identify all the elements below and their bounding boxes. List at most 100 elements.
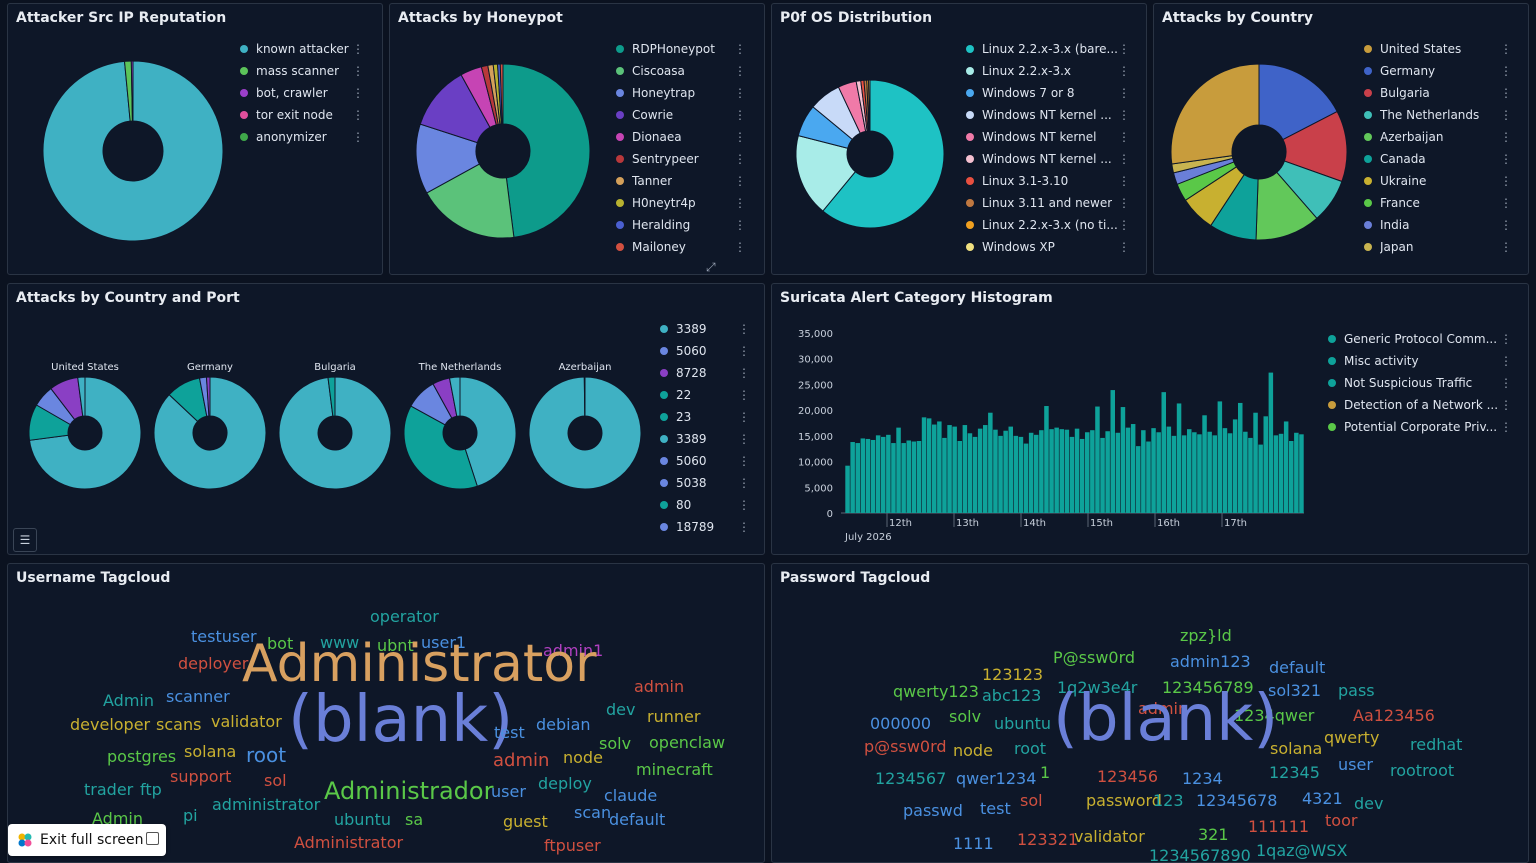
tag-administrador[interactable]: Administrador (324, 776, 494, 805)
tag-test[interactable]: test (494, 723, 525, 743)
pie-slice-the-netherlands-1[interactable] (403, 405, 478, 490)
tag-testuser[interactable]: testuser (191, 627, 257, 647)
legend-menu-icon[interactable]: ⋮ (734, 64, 746, 78)
tag-ubuntu[interactable]: ubuntu (994, 714, 1051, 734)
pie-slice-bulgaria-1[interactable] (327, 376, 336, 417)
histogram-bar[interactable] (1013, 435, 1019, 513)
legend-item-ukraine[interactable]: Ukraine ⋮ (1364, 170, 1512, 192)
histogram-bar[interactable] (1054, 427, 1059, 513)
histogram-bar[interactable] (860, 438, 866, 513)
tag-scan[interactable]: scan (574, 803, 612, 823)
tag-claude[interactable]: claude (604, 786, 658, 806)
tag-root[interactable]: root (246, 743, 287, 767)
legend-item-80[interactable]: 80 ⋮ (660, 494, 750, 516)
legend-menu-icon[interactable]: ⋮ (1118, 152, 1130, 166)
tag-rootroot[interactable]: rootroot (1390, 761, 1455, 781)
tag-qwerty123[interactable]: qwerty123 (893, 682, 979, 702)
legend-menu-icon[interactable]: ⋮ (1500, 376, 1512, 390)
histogram-bar[interactable] (896, 427, 901, 513)
histogram-bar[interactable] (1136, 446, 1141, 513)
tag-321[interactable]: 321 (1198, 825, 1229, 845)
legend-menu-icon[interactable]: ⋮ (1500, 86, 1512, 100)
histogram-bar[interactable] (1263, 416, 1269, 513)
legend-item-dionaea[interactable]: Dionaea ⋮ (616, 126, 746, 148)
tag-1q2w3e4r[interactable]: 1q2w3e4r (1057, 678, 1138, 698)
histogram-bar[interactable] (1294, 432, 1299, 513)
histogram-bar[interactable] (891, 443, 896, 513)
tag-minecraft[interactable]: minecraft (636, 760, 713, 780)
legend-menu-icon[interactable]: ⋮ (734, 240, 746, 254)
legend-item-bulgaria[interactable]: Bulgaria ⋮ (1364, 82, 1512, 104)
legend-menu-icon[interactable]: ⋮ (352, 42, 364, 56)
tag-123123[interactable]: 123123 (982, 665, 1044, 685)
legend-item-22[interactable]: 22 ⋮ (660, 384, 750, 406)
legend-item-tanner[interactable]: Tanner ⋮ (616, 170, 746, 192)
legend-menu-icon[interactable]: ⋮ (352, 64, 364, 78)
tag-solv[interactable]: solv (599, 734, 632, 754)
legend-menu-icon[interactable]: ⋮ (734, 152, 746, 166)
legend-menu-icon[interactable]: ⋮ (1118, 64, 1130, 78)
legend-item-germany[interactable]: Germany ⋮ (1364, 60, 1512, 82)
tag-1234567[interactable]: 1234567 (875, 769, 947, 789)
pie-slice-bot-crawler[interactable] (130, 60, 134, 122)
legend-menu-icon[interactable]: ⋮ (734, 130, 746, 144)
legend-item-the-netherlands[interactable]: The Netherlands ⋮ (1364, 104, 1512, 126)
legend-item-5060[interactable]: 5060 ⋮ (660, 340, 750, 362)
histogram-bar[interactable] (1238, 402, 1243, 513)
tag-12345[interactable]: 12345 (1269, 763, 1320, 783)
tag-validator[interactable]: validator (211, 712, 282, 732)
expand-icon[interactable]: ⤢ (706, 260, 716, 274)
legend-menu-icon[interactable]: ⋮ (1118, 130, 1130, 144)
pie-slice-linux-2-2-x-3-x-bare-[interactable] (822, 79, 945, 229)
tag-12345678[interactable]: 12345678 (1196, 791, 1278, 811)
tag-sa[interactable]: sa (405, 810, 424, 830)
legend-menu-icon[interactable]: ⋮ (1500, 64, 1512, 78)
histogram-bar[interactable] (1268, 372, 1274, 513)
legend-item-3389[interactable]: 3389 ⋮ (660, 428, 750, 450)
tag-123[interactable]: 123 (1153, 791, 1184, 811)
histogram-bar[interactable] (942, 437, 947, 513)
pie-slice-bulgaria-0[interactable] (278, 376, 392, 490)
tag-admin[interactable]: admin (1138, 699, 1189, 719)
tag-dev[interactable]: dev (606, 700, 636, 720)
tag-pass[interactable]: pass (1338, 681, 1375, 701)
pie-slice-known-attacker[interactable] (42, 60, 224, 242)
legend-item-windows-nt-kernel-[interactable]: Windows NT kernel ... ⋮ (966, 148, 1130, 170)
legend-item-8728[interactable]: 8728 ⋮ (660, 362, 750, 384)
histogram-bar[interactable] (1253, 412, 1258, 513)
tag-user[interactable]: user (1338, 755, 1373, 775)
histogram-bar[interactable] (1222, 428, 1228, 513)
tag-scanner[interactable]: scanner (166, 687, 230, 707)
legend-item-ciscoasa[interactable]: Ciscoasa ⋮ (616, 60, 746, 82)
tag-pi[interactable]: pi (183, 806, 198, 826)
histogram-bar[interactable] (1034, 434, 1039, 513)
legend-menu-icon[interactable]: ⋮ (738, 410, 750, 424)
tag--blank-[interactable]: (blank) (1053, 681, 1279, 756)
legend-menu-icon[interactable]: ⋮ (1500, 218, 1512, 232)
tag-password[interactable]: password (1086, 791, 1162, 811)
histogram-bar[interactable] (865, 438, 871, 513)
tag-ubnt[interactable]: ubnt (377, 636, 414, 656)
pie-slice-the-netherlands-4[interactable] (448, 376, 461, 417)
histogram-bar[interactable] (983, 425, 988, 513)
legend-menu-icon[interactable]: ⋮ (1500, 332, 1512, 346)
legend-menu-icon[interactable]: ⋮ (352, 130, 364, 144)
histogram-bar[interactable] (972, 436, 978, 513)
legend-item-misc-activity[interactable]: Misc activity ⋮ (1328, 350, 1512, 372)
legend-item-united-states[interactable]: United States ⋮ (1364, 38, 1512, 60)
legend-item-sentrypeer[interactable]: Sentrypeer ⋮ (616, 148, 746, 170)
histogram-bar[interactable] (886, 434, 891, 513)
tag-user[interactable]: user (491, 782, 526, 802)
tag-default[interactable]: default (609, 810, 666, 830)
histogram-bar[interactable] (1243, 431, 1248, 513)
tag-1qaz-wsx[interactable]: 1qaz@WSX (1256, 841, 1348, 861)
legend-item-heralding[interactable]: Heralding ⋮ (616, 214, 746, 236)
legend-menu-icon[interactable]: ⋮ (738, 344, 750, 358)
pie-slice-united-states[interactable] (1170, 63, 1260, 165)
legend-item-windows-7-or-8[interactable]: Windows 7 or 8 ⋮ (966, 82, 1130, 104)
legend-menu-icon[interactable]: ⋮ (738, 322, 750, 336)
pie-slice-germany-0[interactable] (153, 376, 267, 490)
legend-menu-icon[interactable]: ⋮ (1500, 240, 1512, 254)
legend-menu-icon[interactable]: ⋮ (1500, 420, 1512, 434)
tag-123456[interactable]: 123456 (1097, 767, 1159, 787)
